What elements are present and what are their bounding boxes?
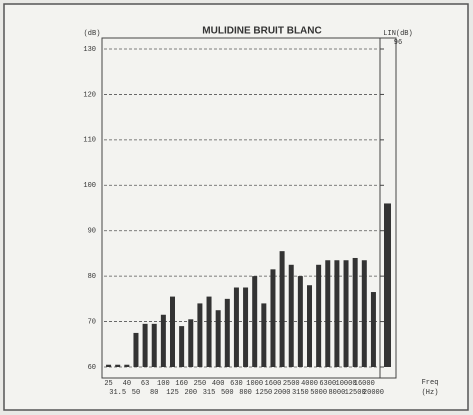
x-tick-label: 20000 bbox=[363, 389, 384, 397]
bar bbox=[297, 276, 303, 367]
lin-label: LIN(dB) bbox=[383, 30, 412, 38]
x-tick-label: 200 bbox=[184, 389, 197, 397]
y-tick-label: 80 bbox=[88, 273, 96, 281]
x-tick-label: 100 bbox=[157, 380, 170, 388]
x-tick-label: 4000 bbox=[301, 380, 318, 388]
x-axis-unit: (Hz) bbox=[422, 389, 439, 397]
bar bbox=[224, 298, 230, 367]
bar bbox=[179, 326, 185, 367]
bar bbox=[316, 264, 322, 367]
bar bbox=[115, 364, 121, 367]
x-tick-label: 25 bbox=[104, 380, 112, 388]
x-tick-label: 10000 bbox=[336, 380, 357, 388]
x-tick-label: 16000 bbox=[354, 380, 375, 388]
bar bbox=[160, 314, 166, 367]
bar bbox=[370, 292, 376, 367]
x-tick-label: 125 bbox=[166, 389, 179, 397]
y-tick-label: 100 bbox=[83, 182, 96, 190]
lin-frame bbox=[379, 37, 397, 379]
y-tick-label: 110 bbox=[83, 137, 96, 145]
x-tick-label: 2500 bbox=[283, 380, 300, 388]
x-tick-label: 1000 bbox=[246, 380, 263, 388]
bar bbox=[334, 260, 340, 367]
bar bbox=[270, 269, 276, 367]
bar bbox=[243, 287, 249, 367]
x-tick-label: 6300 bbox=[319, 380, 336, 388]
bar bbox=[352, 257, 358, 367]
x-tick-label: 2000 bbox=[274, 389, 291, 397]
bar bbox=[124, 364, 130, 367]
bar bbox=[288, 264, 294, 367]
bar bbox=[106, 364, 112, 367]
bar bbox=[325, 260, 331, 367]
x-tick-label: 500 bbox=[221, 389, 234, 397]
y-tick-label: 70 bbox=[88, 318, 96, 326]
bar bbox=[188, 319, 194, 367]
bar bbox=[206, 296, 212, 367]
bar bbox=[279, 251, 285, 367]
x-tick-label: 40 bbox=[123, 380, 131, 388]
bar bbox=[261, 303, 267, 367]
x-tick-label: 1250 bbox=[255, 389, 272, 397]
lin-bar bbox=[384, 203, 391, 367]
x-tick-label: 80 bbox=[150, 389, 158, 397]
bar bbox=[307, 285, 312, 367]
bar bbox=[151, 323, 157, 367]
x-tick-label: 50 bbox=[132, 389, 140, 397]
y-tick-label: 130 bbox=[83, 46, 96, 54]
x-tick-label: 31.5 bbox=[109, 389, 126, 397]
x-tick-label: 5000 bbox=[310, 389, 327, 397]
x-tick-label: 800 bbox=[239, 389, 252, 397]
x-tick-label: 63 bbox=[141, 380, 149, 388]
x-tick-label: 8000 bbox=[328, 389, 345, 397]
lin-value-label: 96 bbox=[394, 39, 402, 47]
bar bbox=[170, 296, 175, 367]
bar bbox=[233, 287, 239, 367]
x-axis-label: Freq bbox=[422, 379, 439, 387]
x-tick-label: 12500 bbox=[345, 389, 366, 397]
bar bbox=[361, 260, 367, 367]
y-tick-label: 120 bbox=[83, 91, 96, 99]
bar bbox=[133, 332, 139, 367]
bar bbox=[197, 303, 203, 367]
bar bbox=[252, 276, 258, 367]
y-tick-label: 60 bbox=[88, 364, 96, 372]
y-tick-label: 90 bbox=[88, 228, 96, 236]
y-axis-label: (dB) bbox=[84, 30, 101, 38]
x-tick-label: 3150 bbox=[292, 389, 309, 397]
x-tick-label: 400 bbox=[212, 380, 225, 388]
bar bbox=[343, 260, 349, 367]
chart-title: MULIDINE BRUIT BLANC bbox=[202, 26, 321, 37]
bar bbox=[142, 323, 148, 367]
x-tick-label: 250 bbox=[194, 380, 207, 388]
bar bbox=[215, 310, 221, 367]
x-tick-label: 160 bbox=[175, 380, 188, 388]
x-tick-label: 1600 bbox=[265, 380, 282, 388]
x-tick-label: 630 bbox=[230, 380, 243, 388]
x-tick-label: 315 bbox=[203, 389, 216, 397]
